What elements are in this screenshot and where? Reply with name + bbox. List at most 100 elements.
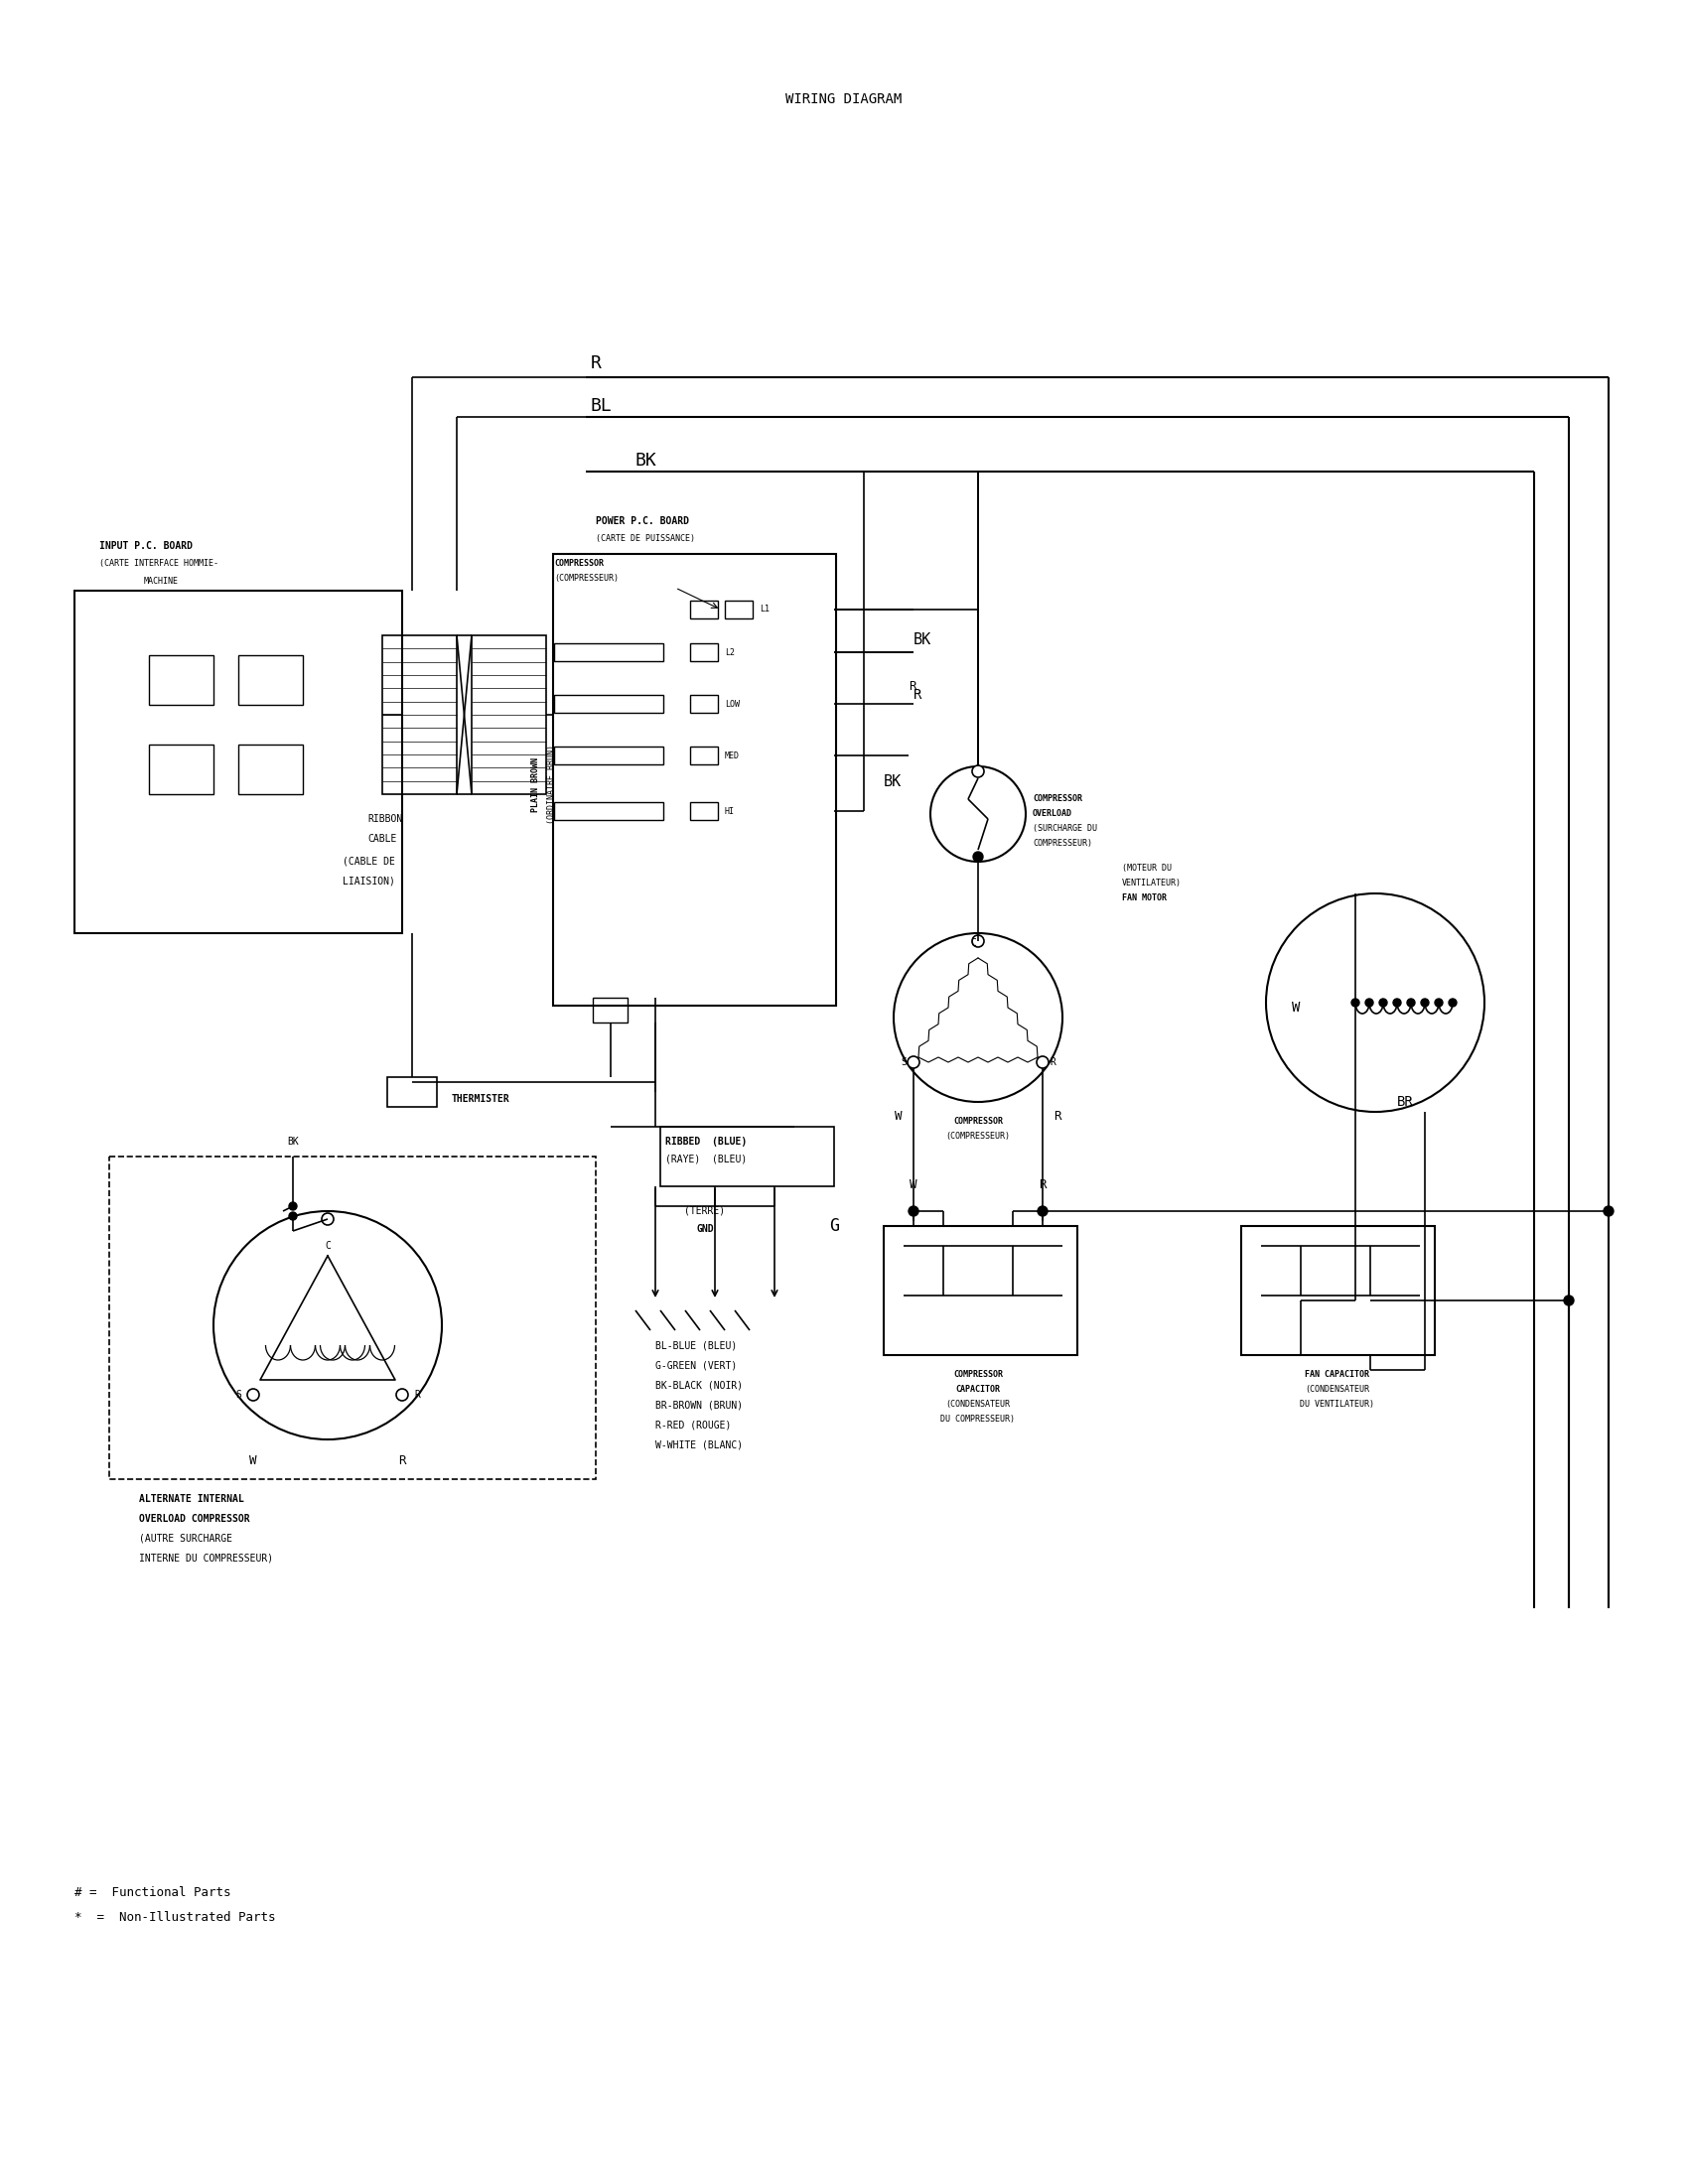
- Text: R: R: [398, 1455, 405, 1468]
- Text: INPUT P.C. BOARD: INPUT P.C. BOARD: [100, 542, 192, 550]
- Text: (COMPRESSEUR): (COMPRESSEUR): [554, 574, 618, 583]
- Text: GND: GND: [695, 1223, 714, 1234]
- Text: INTERNE DU COMPRESSEUR): INTERNE DU COMPRESSEUR): [138, 1553, 273, 1564]
- Text: OVERLOAD COMPRESSOR: OVERLOAD COMPRESSOR: [138, 1514, 250, 1524]
- Text: BL-BLUE (BLEU): BL-BLUE (BLEU): [655, 1341, 738, 1350]
- Bar: [660, 1127, 834, 1186]
- Text: THERMISTER: THERMISTER: [452, 1094, 510, 1103]
- Text: BK: BK: [635, 452, 657, 470]
- Bar: [690, 601, 717, 618]
- Text: (ORDINAIRE BRUN): (ORDINAIRE BRUN): [547, 745, 557, 823]
- Text: MACHINE: MACHINE: [143, 577, 179, 585]
- Bar: [149, 745, 213, 795]
- Text: HI: HI: [724, 806, 734, 815]
- Text: (CARTE DE PUISSANCE): (CARTE DE PUISSANCE): [596, 535, 695, 544]
- Bar: [690, 747, 717, 764]
- Text: R: R: [1038, 1179, 1047, 1190]
- Text: BK: BK: [885, 775, 901, 788]
- Bar: [238, 745, 302, 795]
- Circle shape: [1393, 998, 1401, 1007]
- Circle shape: [908, 1057, 920, 1068]
- Bar: [238, 655, 302, 705]
- Bar: [690, 802, 717, 819]
- Circle shape: [397, 1389, 408, 1400]
- Text: R: R: [591, 354, 601, 371]
- Text: *  =  Non-Illustrated Parts: * = Non-Illustrated Parts: [74, 1911, 275, 1924]
- Circle shape: [1379, 998, 1388, 1007]
- Circle shape: [1352, 998, 1359, 1007]
- Text: W: W: [250, 1455, 257, 1468]
- Text: L1: L1: [760, 605, 770, 614]
- Text: # =  Functional Parts: # = Functional Parts: [74, 1887, 231, 1900]
- Bar: [471, 636, 547, 795]
- Text: BK: BK: [913, 633, 932, 646]
- Text: BR: BR: [1396, 1094, 1413, 1109]
- Circle shape: [1036, 1057, 1048, 1068]
- Text: POWER P.C. BOARD: POWER P.C. BOARD: [596, 515, 689, 526]
- Circle shape: [1366, 998, 1374, 1007]
- Circle shape: [1604, 1206, 1614, 1216]
- Text: VENTILATEUR): VENTILATEUR): [1123, 878, 1182, 887]
- Text: BL: BL: [591, 397, 613, 415]
- Text: DU VENTILATEUR): DU VENTILATEUR): [1300, 1400, 1374, 1409]
- Text: R: R: [913, 688, 922, 701]
- Text: (CARTE INTERFACE HOMMIE-: (CARTE INTERFACE HOMMIE-: [100, 559, 218, 568]
- Circle shape: [289, 1212, 297, 1221]
- Text: R-RED (ROUGE): R-RED (ROUGE): [655, 1420, 731, 1431]
- Text: C: C: [971, 939, 976, 948]
- Text: R: R: [908, 679, 917, 692]
- Bar: [110, 1158, 596, 1479]
- Text: S: S: [235, 1389, 241, 1400]
- Circle shape: [1435, 998, 1443, 1007]
- Circle shape: [1038, 1206, 1048, 1216]
- Text: R: R: [1053, 1109, 1062, 1123]
- Circle shape: [1563, 1295, 1573, 1306]
- Circle shape: [1421, 998, 1428, 1007]
- Text: FAN MOTOR: FAN MOTOR: [1123, 893, 1166, 902]
- Text: COMPRESSOR: COMPRESSOR: [1033, 795, 1082, 804]
- Text: (SURCHARGE DU: (SURCHARGE DU: [1033, 823, 1097, 832]
- Bar: [387, 1077, 437, 1107]
- Bar: [149, 655, 213, 705]
- Bar: [885, 1225, 1077, 1354]
- Text: (COMPRESSEUR): (COMPRESSEUR): [945, 1131, 1011, 1140]
- Text: RIBBON: RIBBON: [368, 815, 402, 823]
- Bar: [690, 644, 717, 662]
- Circle shape: [322, 1212, 334, 1225]
- Text: COMPRESSOR: COMPRESSOR: [554, 559, 604, 568]
- Bar: [554, 644, 663, 662]
- Text: CABLE: CABLE: [368, 834, 397, 843]
- Text: WIRING DIAGRAM: WIRING DIAGRAM: [787, 92, 901, 107]
- Circle shape: [908, 1206, 918, 1216]
- Text: DU COMPRESSEUR): DU COMPRESSEUR): [940, 1415, 1014, 1424]
- Circle shape: [1408, 998, 1415, 1007]
- Text: CAPACITOR: CAPACITOR: [955, 1385, 1001, 1393]
- Bar: [554, 802, 663, 819]
- Text: PLAIN BROWN: PLAIN BROWN: [532, 758, 540, 812]
- Text: W: W: [910, 1179, 917, 1190]
- Bar: [554, 695, 663, 712]
- Bar: [381, 636, 457, 795]
- Bar: [690, 695, 717, 712]
- Text: (RAYE)  (BLEU): (RAYE) (BLEU): [665, 1155, 746, 1164]
- Text: COMPRESSOR: COMPRESSOR: [954, 1369, 1003, 1378]
- Bar: [592, 998, 628, 1022]
- Text: (MOTEUR DU: (MOTEUR DU: [1123, 863, 1171, 874]
- Bar: [74, 590, 402, 933]
- Text: G-GREEN (VERT): G-GREEN (VERT): [655, 1361, 738, 1369]
- Circle shape: [972, 852, 982, 863]
- Text: MED: MED: [724, 751, 739, 760]
- Text: FAN CAPACITOR: FAN CAPACITOR: [1305, 1369, 1369, 1378]
- Circle shape: [972, 935, 984, 948]
- Circle shape: [972, 764, 984, 778]
- Text: COMPRESSOR: COMPRESSOR: [954, 1116, 1003, 1125]
- Text: COMPRESSEUR): COMPRESSEUR): [1033, 839, 1092, 847]
- Text: OVERLOAD: OVERLOAD: [1033, 808, 1072, 819]
- Bar: [554, 747, 663, 764]
- Text: ALTERNATE INTERNAL: ALTERNATE INTERNAL: [138, 1494, 245, 1505]
- Text: BK: BK: [287, 1136, 299, 1147]
- Text: BK-BLACK (NOIR): BK-BLACK (NOIR): [655, 1380, 743, 1389]
- Text: (CABLE DE: (CABLE DE: [343, 856, 395, 865]
- Circle shape: [246, 1389, 260, 1400]
- Text: (CONDENSATEUR: (CONDENSATEUR: [1305, 1385, 1369, 1393]
